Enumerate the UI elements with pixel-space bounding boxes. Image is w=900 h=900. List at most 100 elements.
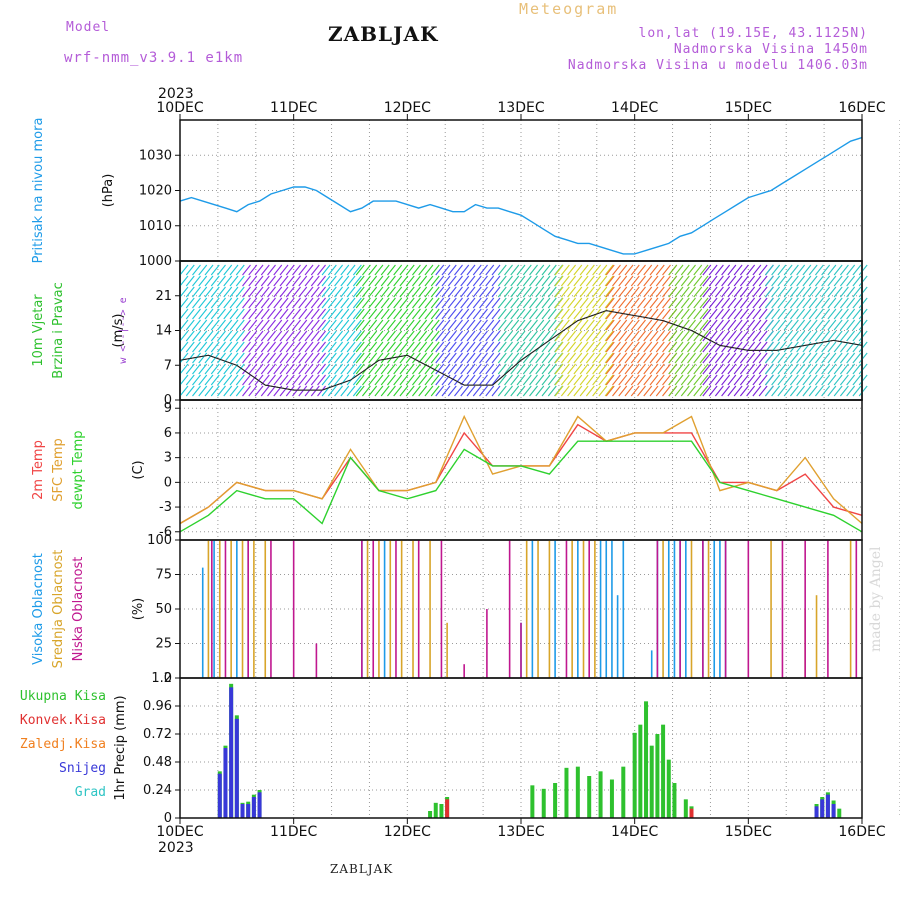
wind-vector-mark <box>491 297 501 309</box>
wind-vector-mark <box>541 352 551 364</box>
wind-vector-mark <box>789 297 799 309</box>
wind-vector-mark <box>516 385 526 397</box>
wind-vector-mark <box>229 308 239 320</box>
axis-label-pressure: (hPa) <box>101 174 116 208</box>
wind-vector-mark <box>405 363 415 375</box>
wind-vector-mark <box>327 319 337 331</box>
wind-vector-mark <box>242 286 251 298</box>
wind-vector-mark <box>304 352 314 364</box>
wind-vector-mark <box>441 286 451 298</box>
wind-vector-mark <box>362 286 371 298</box>
wind-vector-mark <box>827 330 837 342</box>
wind-vector-mark <box>479 297 488 309</box>
wind-vector-mark <box>808 374 818 386</box>
wind-vector-mark <box>260 363 270 375</box>
wind-vector-mark <box>808 275 818 287</box>
wind-vector-mark <box>708 297 718 309</box>
wind-vector-mark <box>535 297 545 309</box>
wind-vector-mark <box>355 352 365 364</box>
wind-vector-mark <box>746 297 756 309</box>
wind-vector-mark <box>254 385 264 397</box>
wind-vector-mark <box>821 374 831 386</box>
wind-vector-mark <box>771 330 781 342</box>
wind-vector-mark <box>368 374 378 386</box>
wind-vector-mark <box>260 264 270 276</box>
wind-vector-mark <box>393 363 403 375</box>
wind-vector-mark <box>352 374 362 386</box>
wind-vector-mark <box>783 352 793 364</box>
wind-vector-mark <box>643 319 653 331</box>
x-tick-label-bottom: 13DEC <box>497 824 544 840</box>
wind-vector-mark <box>727 275 737 287</box>
wind-vector-mark <box>424 352 434 364</box>
wind-vector-mark <box>674 385 684 397</box>
wind-vector-mark <box>418 286 428 298</box>
wind-vector-mark <box>630 341 640 353</box>
wind-vector-mark <box>687 264 696 276</box>
wind-vector-mark <box>192 319 201 331</box>
wind-vector-mark <box>504 297 513 309</box>
wind-vector-mark <box>529 286 538 298</box>
wind-vector-mark <box>321 264 331 276</box>
wind-vector-mark <box>727 374 737 386</box>
wind-vector-mark <box>618 264 628 276</box>
wind-vector-mark <box>796 275 806 287</box>
wind-vector-mark <box>491 374 501 386</box>
wind-vector-mark <box>285 319 295 331</box>
wind-vector-mark <box>567 341 577 353</box>
wind-vector-mark <box>185 330 195 342</box>
wind-vector-mark <box>604 319 614 331</box>
precip-legend-item: Grad <box>75 785 106 800</box>
wind-vector-mark <box>714 385 724 397</box>
wind-vector-mark <box>739 264 749 276</box>
wind-vector-mark <box>223 297 233 309</box>
wind-vector-mark <box>714 308 724 320</box>
year-label-bottom: 2023 <box>158 840 194 856</box>
wind-vector-mark <box>497 363 507 375</box>
wind-vector-mark <box>279 352 289 364</box>
x-tick-label-top: 11DEC <box>270 100 317 116</box>
wind-vector-mark <box>852 308 862 320</box>
wind-vector-mark <box>649 352 659 364</box>
wind-vector-mark <box>585 385 595 397</box>
wind-vector-mark <box>346 275 356 287</box>
wind-vector-mark <box>746 330 756 342</box>
wind-vector-mark <box>547 319 557 331</box>
wind-vector-mark <box>814 319 824 331</box>
wind-vector-mark <box>292 330 301 342</box>
wind-vector-mark <box>192 308 201 320</box>
wind-vector-mark <box>418 308 428 320</box>
wind-vector-mark <box>554 363 564 375</box>
wind-vector-mark <box>460 297 470 309</box>
wind-vector-mark <box>340 319 350 331</box>
wind-vector-mark <box>585 363 595 375</box>
wind-vector-mark <box>554 319 564 331</box>
y-tick-label-temperature: 6 <box>164 426 172 441</box>
wind-vector-mark <box>387 286 396 298</box>
wind-vector-mark <box>321 341 331 353</box>
wind-vector-mark <box>714 330 724 342</box>
wind-vector-mark <box>764 385 774 397</box>
wind-vector-mark <box>267 319 276 331</box>
wind-vector-mark <box>814 385 824 397</box>
wind-vector-mark <box>435 264 445 276</box>
wind-vector-mark <box>554 330 564 342</box>
wind-vector-mark <box>674 330 684 342</box>
wind-vector-mark <box>352 341 362 353</box>
wind-vector-mark <box>273 363 283 375</box>
wind-vector-mark <box>399 308 409 320</box>
wind-vector-mark <box>399 363 409 375</box>
wind-vector-mark <box>340 264 350 276</box>
wind-vector-mark <box>235 286 245 298</box>
bar-precip_total <box>587 776 592 818</box>
wind-vector-mark <box>229 319 239 331</box>
wind-vector-mark <box>585 264 595 276</box>
bar-precip_snow <box>223 748 228 818</box>
wind-vector-mark <box>454 297 463 309</box>
wind-vector-mark <box>746 363 756 375</box>
wind-vector-mark <box>497 385 507 397</box>
wind-vector-mark <box>604 264 614 276</box>
wind-vector-mark <box>273 330 283 342</box>
wind-vector-mark <box>217 275 226 287</box>
wind-vector-mark <box>466 264 476 276</box>
